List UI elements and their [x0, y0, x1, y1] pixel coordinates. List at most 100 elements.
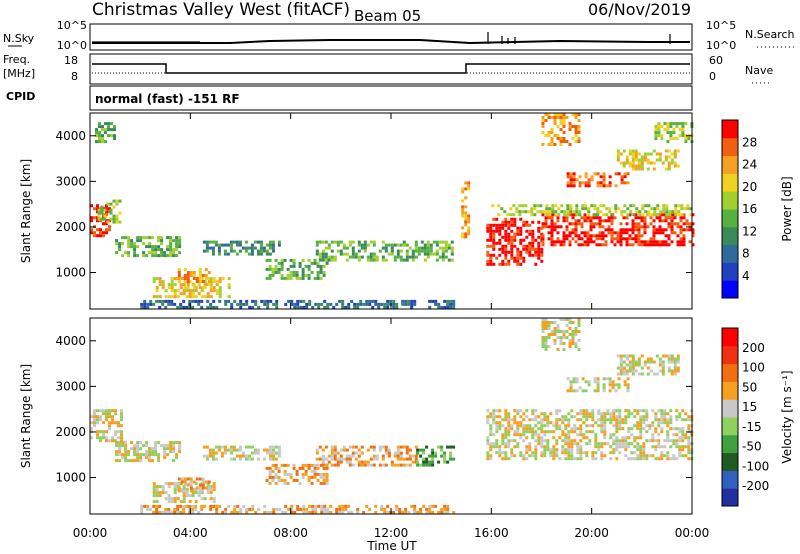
heatmap-cell [525, 235, 529, 239]
heatmap-cell [167, 510, 171, 514]
heatmap-cell [315, 451, 319, 455]
heatmap-cell [449, 451, 453, 455]
heatmap-cell [528, 247, 532, 251]
heatmap-cell [419, 448, 423, 452]
heatmap-cell [654, 427, 658, 431]
heatmap-cell [399, 463, 403, 467]
heatmap-cell [360, 463, 364, 467]
heatmap-cell [582, 415, 586, 419]
heatmap-cell [531, 247, 535, 251]
heatmap-cell [680, 204, 684, 208]
heatmap-cell [443, 460, 447, 464]
heatmap-cell [670, 158, 674, 162]
heatmap-cell [577, 222, 581, 226]
heatmap-cell [550, 131, 554, 134]
heatmap-cell [623, 383, 627, 387]
heatmap-cell [640, 366, 644, 370]
heatmap-cell [566, 172, 570, 176]
heatmap-cell [609, 451, 613, 455]
heatmap-cell [573, 424, 577, 428]
heatmap-cell [651, 409, 655, 413]
heatmap-cell [669, 122, 673, 126]
heatmap-cell [622, 164, 626, 168]
heatmap-cell [357, 255, 361, 259]
heatmap-cell [280, 463, 284, 467]
heatmap-cell [547, 333, 551, 336]
heatmap-cell [209, 305, 213, 309]
heatmap-cell [290, 510, 294, 514]
heatmap-cell [440, 305, 444, 309]
colorbar-swatch [722, 345, 738, 365]
heatmap-cell [464, 214, 468, 218]
heatmap-cell [541, 125, 545, 128]
heatmap-cell [90, 231, 93, 235]
heatmap-cell [560, 210, 564, 214]
heatmap-cell [655, 216, 659, 220]
heatmap-cell [304, 463, 308, 467]
heatmap-cell [682, 243, 686, 247]
heatmap-cell [611, 380, 615, 384]
heatmap-cell [618, 412, 622, 416]
heatmap-cell [360, 246, 364, 250]
heatmap-cell [93, 418, 96, 422]
heatmap-cell [271, 457, 275, 461]
heatmap-cell [142, 242, 146, 246]
heatmap-cell [570, 442, 574, 446]
heatmap-cell [151, 447, 155, 451]
heatmap-cell [627, 415, 631, 419]
heatmap-cell [191, 507, 195, 511]
heatmap-cell [395, 302, 399, 306]
heatmap-cell [537, 433, 541, 437]
heatmap-cell [602, 184, 606, 188]
heatmap-cell [227, 277, 231, 281]
heatmap-cell [610, 237, 614, 241]
heatmap-cell [598, 234, 602, 238]
heatmap-cell [203, 280, 207, 284]
heatmap-cell [342, 246, 346, 250]
heatmap-cell [631, 363, 635, 367]
heatmap-cell [586, 237, 590, 241]
heatmap-cell [102, 234, 105, 238]
heatmap-cell [101, 137, 104, 141]
heatmap-cell [107, 122, 110, 126]
heatmap-cell [354, 457, 358, 461]
heatmap-cell [625, 369, 629, 373]
heatmap-cell [435, 240, 439, 244]
heatmap-cell [461, 232, 465, 236]
heatmap-cell [587, 181, 591, 185]
heatmap-cell [339, 460, 343, 464]
heatmap-cell [446, 507, 450, 511]
heatmap-cell [104, 140, 107, 144]
heatmap-cell [212, 488, 216, 492]
heatmap-cell [498, 223, 502, 227]
heatmap-cell [178, 444, 182, 448]
heatmap-cell [353, 302, 357, 306]
heatmap-cell [290, 299, 294, 303]
heatmap-cell [577, 237, 581, 241]
heatmap-cell [104, 122, 107, 126]
heatmap-cell [582, 433, 586, 437]
heatmap-cell [232, 448, 236, 452]
heatmap-cell [464, 181, 468, 185]
heatmap-cell [90, 219, 93, 223]
heatmap-cell [603, 418, 607, 422]
heatmap-cell [211, 246, 215, 250]
heatmap-cell [534, 448, 538, 452]
heatmap-cell [617, 383, 621, 387]
heatmap-cell [191, 292, 195, 296]
heatmap-cell [636, 409, 640, 413]
heatmap-cell [311, 305, 315, 309]
heatmap-cell [212, 289, 216, 293]
heatmap-cell [510, 229, 514, 233]
heatmap-cell [670, 240, 674, 244]
heatmap-cell [564, 439, 568, 443]
heatmap-cell [584, 175, 588, 179]
heatmap-cell [574, 333, 578, 336]
heatmap-cell [600, 430, 604, 434]
heatmap-cell [566, 389, 570, 393]
heatmap-cell [98, 125, 101, 129]
heatmap-cell [145, 450, 149, 454]
heatmap-cell [327, 258, 331, 262]
heatmap-cell [425, 457, 429, 461]
heatmap-cell [617, 207, 621, 211]
